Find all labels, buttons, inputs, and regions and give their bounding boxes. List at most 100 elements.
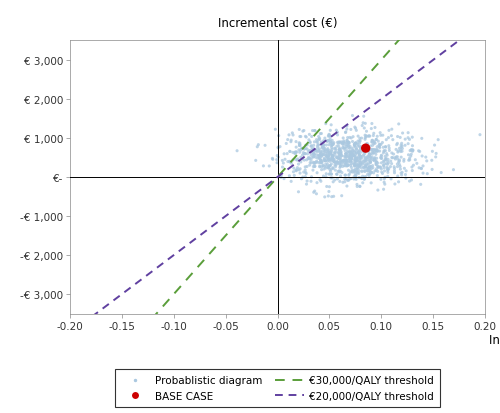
Point xyxy=(296,142,304,149)
Point xyxy=(322,142,330,149)
Point xyxy=(380,187,388,193)
Point xyxy=(358,173,366,180)
Point xyxy=(355,169,363,175)
Point xyxy=(326,139,334,145)
Point xyxy=(347,127,355,133)
Point xyxy=(366,170,374,176)
Point xyxy=(254,144,262,151)
Point xyxy=(326,156,334,163)
Point xyxy=(324,161,332,168)
Point xyxy=(348,151,356,157)
Point xyxy=(351,143,359,150)
Point xyxy=(328,147,336,153)
Point xyxy=(360,159,368,165)
Point xyxy=(346,159,354,166)
Point xyxy=(290,169,298,176)
Point xyxy=(365,133,373,140)
Point xyxy=(368,147,376,153)
Point xyxy=(308,147,316,153)
Point xyxy=(417,166,425,172)
Point xyxy=(278,158,286,164)
Point xyxy=(359,120,367,127)
Point xyxy=(329,155,337,162)
Point xyxy=(340,145,348,152)
Point xyxy=(321,135,329,142)
Point xyxy=(398,149,406,155)
Point xyxy=(334,155,342,161)
Point xyxy=(359,180,367,187)
Point xyxy=(346,157,354,163)
Point xyxy=(310,154,318,160)
Point xyxy=(278,164,286,171)
Point xyxy=(342,159,350,166)
Point xyxy=(326,134,334,140)
Point xyxy=(392,147,400,153)
Point xyxy=(318,145,326,152)
Point xyxy=(386,148,394,154)
Point xyxy=(324,150,332,157)
Point xyxy=(355,151,363,158)
Point xyxy=(293,167,301,173)
Point xyxy=(333,171,341,178)
Point xyxy=(320,158,328,165)
Point xyxy=(302,142,310,149)
Point xyxy=(350,169,358,176)
Point xyxy=(326,141,334,147)
Point xyxy=(314,154,322,161)
Point xyxy=(375,143,383,150)
Point xyxy=(322,164,330,171)
Point xyxy=(398,143,406,150)
Point xyxy=(351,157,359,164)
Point xyxy=(290,166,298,172)
Point xyxy=(319,163,327,170)
Point xyxy=(343,154,351,161)
Point xyxy=(336,153,344,159)
Point xyxy=(370,157,378,164)
Point xyxy=(265,163,273,170)
Point xyxy=(338,153,345,159)
Point xyxy=(344,159,352,166)
Point xyxy=(338,170,346,176)
Point xyxy=(380,179,388,186)
Point xyxy=(382,145,390,151)
Point xyxy=(424,171,432,178)
Point xyxy=(418,153,426,160)
Point xyxy=(354,142,362,148)
Point xyxy=(334,159,342,166)
Point xyxy=(354,154,362,161)
Point xyxy=(406,178,413,185)
Point xyxy=(302,171,310,178)
Point xyxy=(342,161,349,168)
Point xyxy=(342,161,350,168)
Point xyxy=(316,137,324,143)
Point xyxy=(340,154,348,160)
Point xyxy=(286,159,294,165)
Point xyxy=(329,153,337,160)
Point xyxy=(387,176,395,183)
Point xyxy=(280,176,288,183)
Point xyxy=(377,177,385,183)
Point xyxy=(356,154,364,161)
Point xyxy=(329,155,337,161)
Point xyxy=(309,167,317,174)
Point xyxy=(274,133,282,140)
Point xyxy=(322,184,330,190)
Point xyxy=(308,160,316,167)
Point xyxy=(342,142,350,149)
Point xyxy=(335,156,343,163)
Point xyxy=(365,165,373,172)
Point xyxy=(372,168,380,174)
Point xyxy=(368,152,376,158)
Point xyxy=(418,136,426,142)
Point xyxy=(344,143,352,150)
Point xyxy=(366,167,374,173)
Point xyxy=(432,154,440,161)
Point xyxy=(352,156,360,162)
Point xyxy=(352,152,360,158)
Point xyxy=(362,128,370,135)
Point xyxy=(328,155,336,161)
Point xyxy=(374,160,382,167)
Point xyxy=(356,145,364,151)
Point xyxy=(384,160,392,167)
Point xyxy=(355,163,363,170)
